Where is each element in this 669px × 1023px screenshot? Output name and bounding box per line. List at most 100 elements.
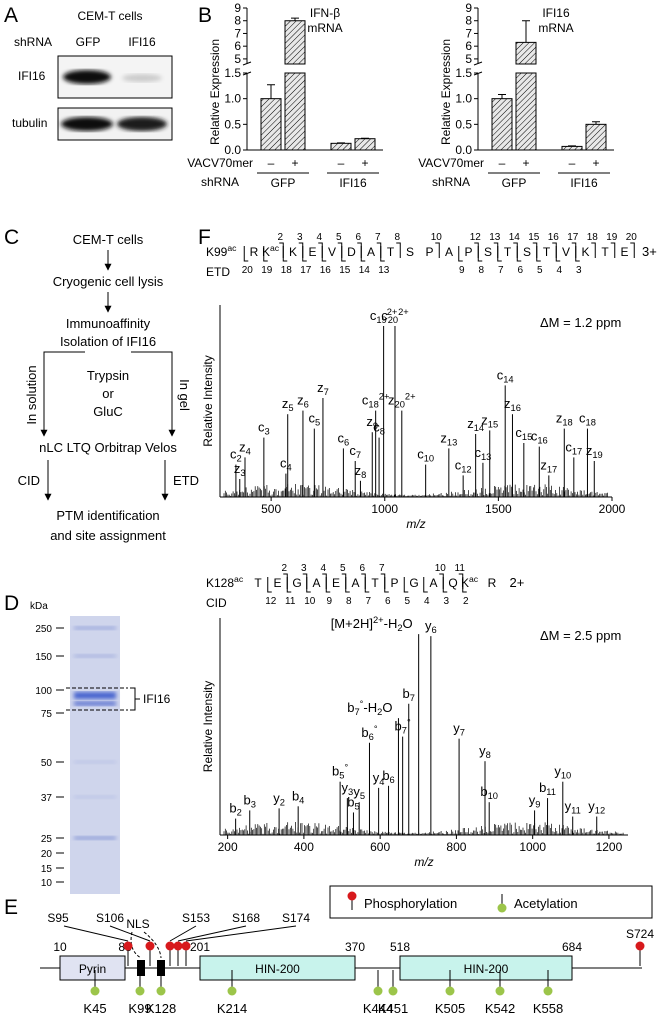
peak-label: c3 xyxy=(258,420,270,437)
y-tick-label: 8 xyxy=(234,14,241,28)
residue: K xyxy=(289,245,297,259)
marker-label: 10 xyxy=(41,878,53,889)
flow-step: or xyxy=(102,386,114,401)
peak-label-part: z xyxy=(481,412,488,427)
peak-label-part: 20 xyxy=(395,400,405,410)
fragment-mark xyxy=(318,242,323,258)
treatment-sign: + xyxy=(291,156,298,170)
peak-label-part: z xyxy=(355,463,362,478)
acetyl-pin-head xyxy=(373,986,383,996)
peak-label: c14 xyxy=(497,367,514,384)
ion-number: 2 xyxy=(277,232,283,243)
bar xyxy=(284,20,306,151)
fragment-mark xyxy=(610,242,616,258)
peak-label-part: z xyxy=(540,457,547,472)
marker-label: 50 xyxy=(41,758,53,769)
domain xyxy=(59,955,126,981)
fragment-mark xyxy=(380,246,385,262)
peak-label-part: 7 xyxy=(324,387,329,397)
x-tick-label: 1500 xyxy=(485,502,512,516)
method-label: CID xyxy=(206,596,227,610)
mass-error: ΔM = 2.5 ppm xyxy=(540,628,621,643)
peak-label: c12 xyxy=(455,457,472,474)
error-bar xyxy=(592,121,600,125)
bar xyxy=(515,41,537,151)
marker-label: 150 xyxy=(35,652,52,663)
bar xyxy=(561,145,583,151)
peak-label-part: O xyxy=(382,700,392,715)
ion-number: 5 xyxy=(340,563,346,574)
treatment-sign: + xyxy=(522,156,529,170)
peak-label-part: b xyxy=(347,794,354,809)
peak-label: b10 xyxy=(480,784,498,801)
ion-number: 17 xyxy=(300,265,312,276)
ion-number: 2 xyxy=(463,596,469,607)
peak-label: z13 xyxy=(440,430,457,447)
peak-label-part: 14 xyxy=(474,423,484,433)
peak-label-part: c xyxy=(338,430,345,445)
peak-label-part: c xyxy=(497,367,504,382)
fragment-mark xyxy=(380,573,386,589)
peak-label: z19 xyxy=(586,443,603,460)
peak-label: y4 xyxy=(373,770,385,787)
treatment-sign: – xyxy=(268,156,275,170)
x-tick-label: 2000 xyxy=(599,502,626,516)
fragment-mark xyxy=(477,246,483,262)
marker-label: 75 xyxy=(41,709,53,720)
ion-number: 15 xyxy=(339,265,351,276)
unit-label: kDa xyxy=(30,601,48,612)
branch-label: In gel xyxy=(177,379,192,411)
bar xyxy=(491,98,513,151)
ion-number: 13 xyxy=(378,265,390,276)
residue-part: ac xyxy=(469,574,479,584)
fragment-mark xyxy=(364,577,370,593)
peak-label-part: 16 xyxy=(537,436,547,446)
peak-label-part: b xyxy=(480,784,487,799)
peak-label-part: c xyxy=(455,457,462,472)
label-leader xyxy=(169,925,197,942)
peak-label-part: 5 xyxy=(288,403,293,413)
y-tick-label: 0.0 xyxy=(455,143,472,157)
phospho-pin-head xyxy=(181,941,191,951)
error-bar xyxy=(291,17,299,21)
peak-label-part: y xyxy=(373,770,380,785)
ion-number: 7 xyxy=(498,265,504,276)
peak-label-part: z xyxy=(234,461,241,476)
peak-label-part: y xyxy=(453,721,460,736)
bar xyxy=(260,98,282,151)
gel-band xyxy=(74,654,116,658)
peak-label: y10 xyxy=(554,764,571,781)
peak-label: y5 xyxy=(353,784,365,801)
ion-number: 9 xyxy=(459,265,465,276)
peak-label-part: 2 xyxy=(280,797,285,807)
gel-band xyxy=(74,795,116,799)
legend-label: Acetylation xyxy=(514,896,578,911)
peak-label-part: 2 xyxy=(237,454,242,464)
peak-label: c182+ xyxy=(362,392,390,410)
fragment-mark xyxy=(279,242,284,258)
bracket xyxy=(130,687,136,711)
acetyl-label: K444 xyxy=(363,1001,393,1016)
fragment-mark xyxy=(341,573,347,589)
legend-pin-head xyxy=(497,903,507,913)
peak-label-part: 11 xyxy=(546,787,556,797)
acetyl-pin-head xyxy=(495,986,505,996)
peak-label-part: 17 xyxy=(547,464,557,474)
domain-label: HIN-200 xyxy=(464,962,509,976)
peak-label-part: 17 xyxy=(572,446,582,456)
x-tick-label: 600 xyxy=(370,840,390,854)
mass-error: ΔM = 1.2 ppm xyxy=(540,315,621,330)
peak-label-part: -H xyxy=(384,616,398,631)
ion-number: 14 xyxy=(509,232,521,243)
peak-label: b6 xyxy=(382,768,394,785)
peptide-name-part: K128 xyxy=(206,576,234,590)
peak-label-part: 7 xyxy=(410,693,415,703)
residue: T xyxy=(387,245,395,259)
peak-label: c18 xyxy=(579,411,596,428)
peak-label-part: b xyxy=(292,788,299,803)
peak-label-part: 4 xyxy=(299,795,304,805)
ion-number: 20 xyxy=(626,232,638,243)
y-tick-label: 5 xyxy=(465,52,472,66)
ion-number: 3 xyxy=(301,563,307,574)
peak-label-part: 8 xyxy=(361,470,366,480)
